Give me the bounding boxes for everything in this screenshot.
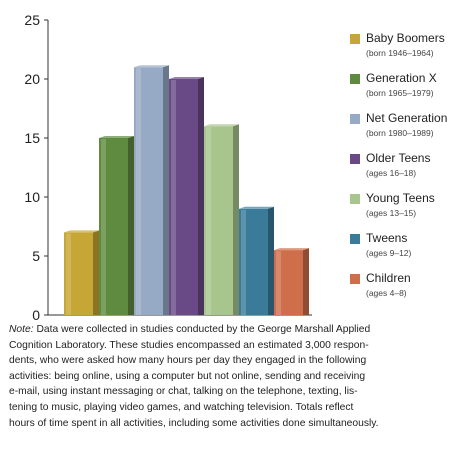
note-line: hours of time spent in all activities, i… [9,417,379,429]
legend-label: Tweens [366,231,408,245]
legend-label: Older Teens [366,151,431,165]
legend-item-older-teens: Older Teens (ages 16–18) [350,151,465,191]
legend: Baby Boomers (born 1946–1964) Generation… [350,31,465,311]
legend-swatch [350,34,360,44]
bar-children [274,248,309,315]
y-tick-label: 10 [24,189,40,205]
bar-highlight [136,68,141,315]
legend-swatch [350,234,360,244]
y-tick-label: 25 [24,12,40,28]
bar-top [204,124,239,127]
legend-label: Children [366,271,411,285]
legend-label: Young Teens [366,191,435,205]
note-line: tening to music, playing video games, an… [9,401,354,413]
legend-sublabel: (ages 9–12) [366,248,412,258]
bar-highlight [241,209,246,315]
bar-top [169,77,204,79]
bar-side [163,65,169,315]
legend-item-young-teens: Young Teens (ages 13–15) [350,191,465,231]
legend-swatch [350,114,360,124]
legend-swatch [350,194,360,204]
chart-note: Note: Data were collected in studies con… [9,322,461,431]
y-tick-label: 5 [32,248,40,264]
bar-net-generation [134,65,169,315]
legend-swatch [350,154,360,164]
note-text: Data were collected in studies conducted… [36,324,371,335]
legend-sublabel: (ages 4–8) [366,288,407,298]
legend-item-net-generation: Net Generation (born 1980–1989) [350,111,465,151]
legend-item-tweens: Tweens (ages 9–12) [350,231,465,271]
bar-highlight [276,251,281,315]
bar-highlight [101,139,106,315]
legend-label: Baby Boomers [366,31,445,45]
note-line: dents, who were asked how many hours per… [9,355,367,367]
bar-side [233,124,239,315]
bar-top [99,136,134,138]
note-line: Cognition Laboratory. These studies enco… [9,339,369,351]
legend-item-baby-boomers: Baby Boomers (born 1946–1964) [350,31,465,71]
y-tick-label: 20 [24,71,40,87]
legend-item-generation-x: Generation X (born 1965–1979) [350,71,465,111]
y-tick-label: 15 [24,130,40,146]
legend-sublabel: (ages 16–18) [366,168,417,178]
bar-highlight [171,80,176,315]
legend-sublabel: (born 1980–1989) [366,128,434,138]
bar-side [93,230,99,315]
bar-generation-x [99,136,134,315]
legend-swatch [350,74,360,84]
bar-older-teens [169,77,204,315]
legend-label: Generation X [366,71,437,85]
bar-chart: 0 5 10 15 20 25 [24,12,312,320]
note-line: Note: Data were collected in studies con… [9,322,461,338]
bar-top [274,248,309,251]
bar-top [64,230,99,233]
legend-sublabel: (ages 13–15) [366,208,417,218]
bar-side [198,77,204,315]
legend-item-children: Children (ages 4–8) [350,271,465,311]
bar-young-teens [204,124,239,315]
bar-tweens [239,206,274,315]
bar-highlight [66,233,71,315]
legend-swatch [350,274,360,284]
legend-sublabel: (born 1965–1979) [366,88,434,98]
bar-baby-boomers [64,230,99,315]
note-line: e-mail, using instant messaging or chat,… [9,386,358,398]
legend-sublabel: (born 1946–1964) [366,48,434,58]
bar-top [134,65,169,68]
bar-side [268,206,274,315]
bar-top [239,206,274,209]
note-label: Note: [9,324,34,335]
y-tick-label: 0 [32,307,40,320]
bar-highlight [206,127,211,315]
bar-side [128,136,134,315]
note-line: activities: being online, using a comput… [9,370,366,382]
legend-label: Net Generation [366,111,448,125]
bar-side [303,248,309,315]
